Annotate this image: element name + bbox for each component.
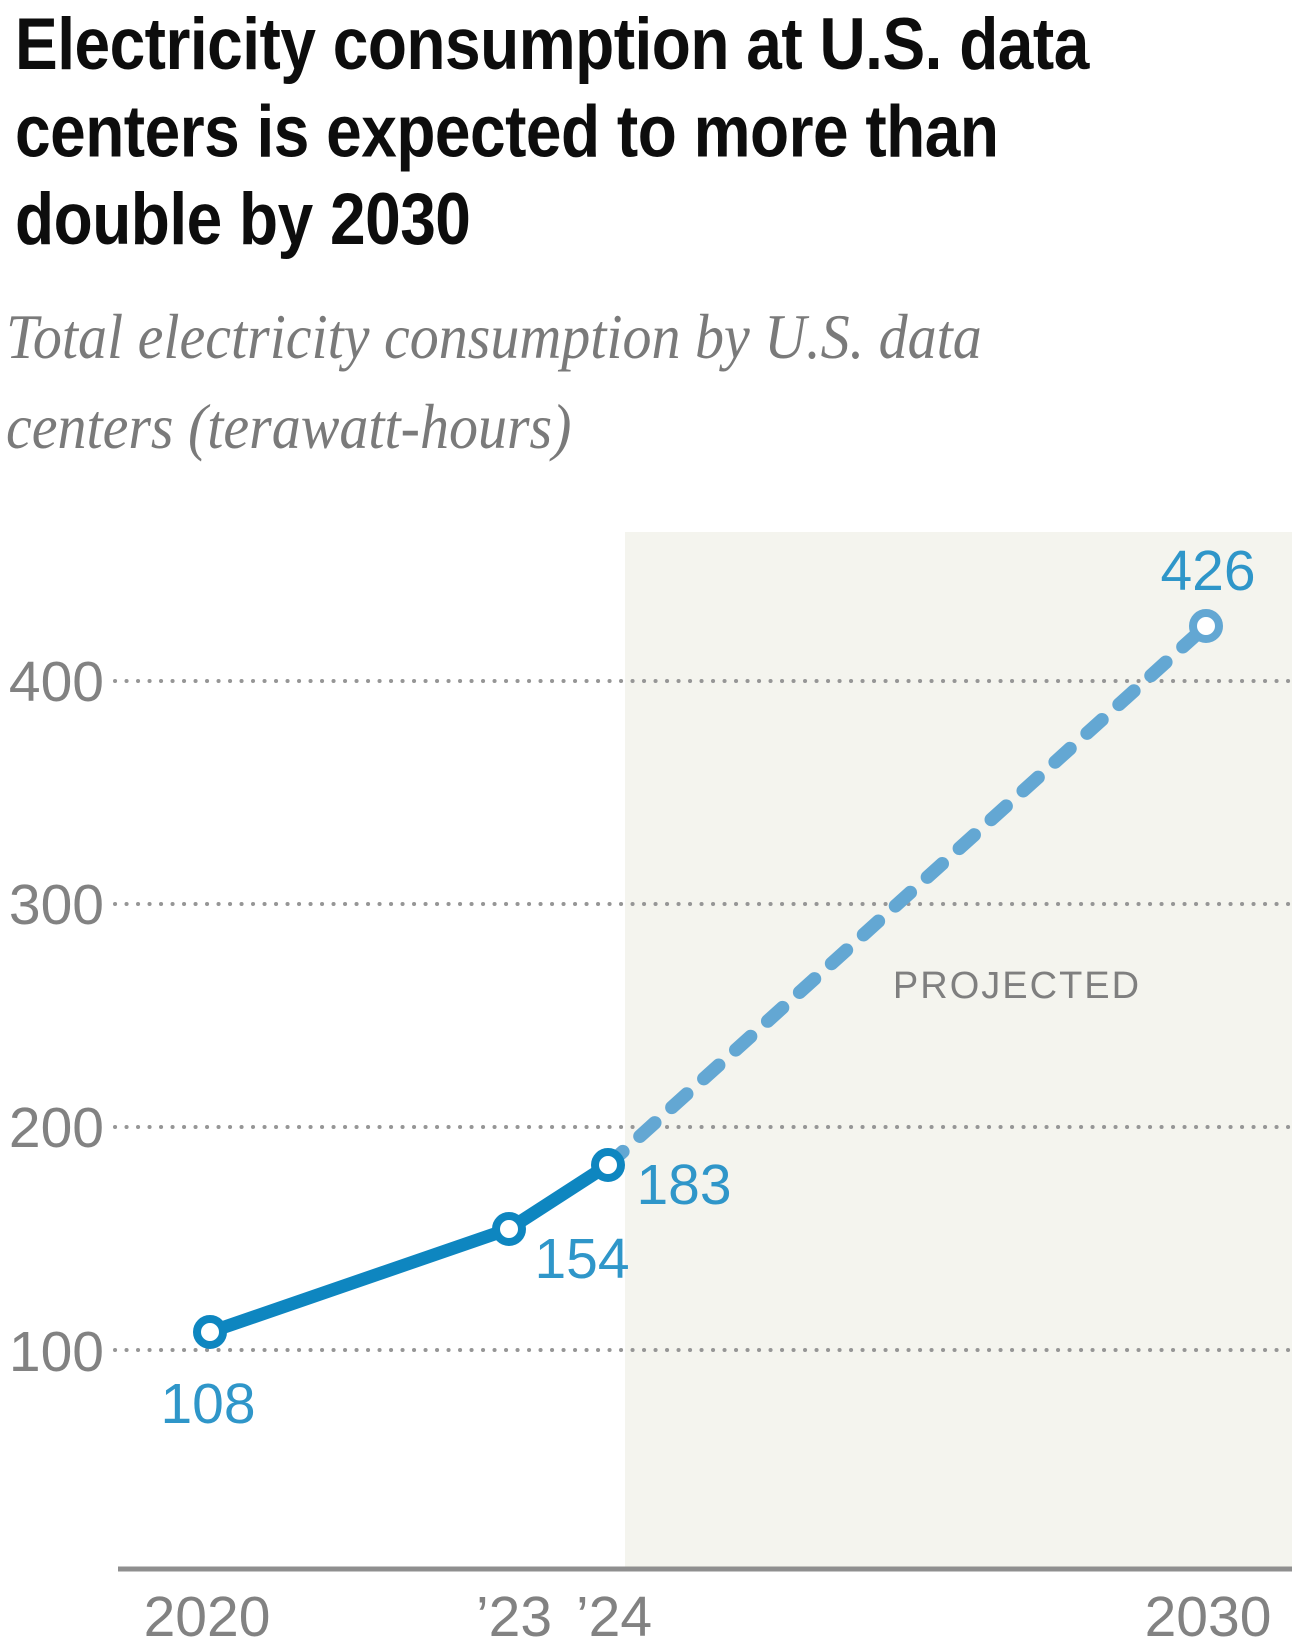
data-point-2020 xyxy=(193,1315,227,1349)
xtick-2024: ’24 xyxy=(575,1585,653,1647)
point-label-183: 183 xyxy=(636,1153,732,1217)
chart-subtitle-line-1: Total electricity consumption by U.S. da… xyxy=(6,300,982,373)
point-label-154: 154 xyxy=(534,1227,630,1291)
point-label-108: 108 xyxy=(160,1372,256,1436)
ytick-300: 300 xyxy=(8,873,104,937)
projected-series-line xyxy=(601,619,1213,1172)
projected-annotation: PROJECTED xyxy=(892,965,1142,1007)
data-point-2023 xyxy=(492,1212,526,1246)
ytick-200: 200 xyxy=(8,1096,104,1160)
point-label-426: 426 xyxy=(1160,539,1256,603)
xtick-2030: 2030 xyxy=(1144,1585,1272,1647)
projection-band xyxy=(625,532,1292,1571)
chart-subtitle-line-2: centers (terawatt-hours) xyxy=(6,391,572,463)
ytick-400: 400 xyxy=(8,650,104,714)
ytick-100: 100 xyxy=(8,1320,104,1384)
xtick-2023: ’23 xyxy=(475,1585,553,1647)
chart-subtitle: Total electricity consumption by U.S. da… xyxy=(6,292,1256,472)
xtick-2020: 2020 xyxy=(143,1585,271,1647)
chart-title-line-2: centers is expected to more than xyxy=(15,89,999,173)
chart-title-line-3: double by 2030 xyxy=(15,177,471,260)
data-point-2030 xyxy=(1189,609,1223,643)
chart-title-line-1: Electricity consumption at U.S. data xyxy=(15,2,1089,86)
data-point-2024 xyxy=(591,1148,625,1182)
chart-title: Electricity consumption at U.S. data cen… xyxy=(15,0,1265,262)
